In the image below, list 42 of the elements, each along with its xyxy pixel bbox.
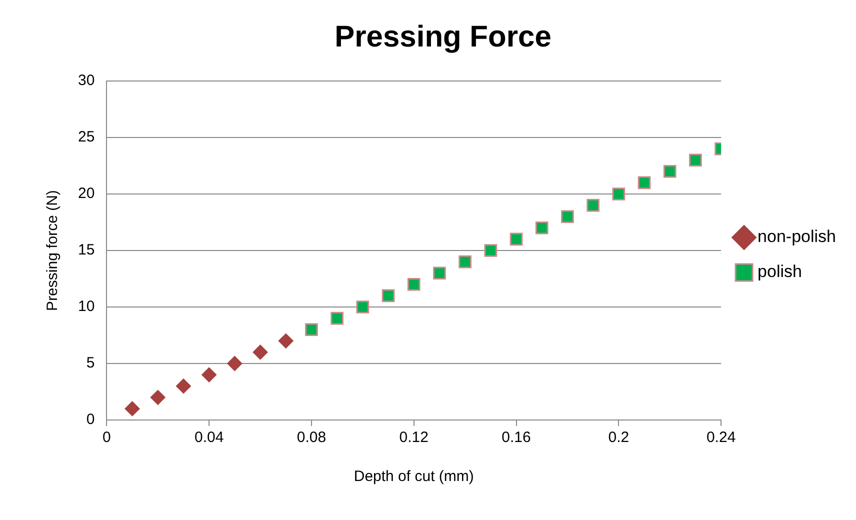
point	[356, 300, 370, 314]
point	[561, 210, 574, 224]
point	[407, 278, 420, 291]
x-tick-label: 0.12	[399, 429, 428, 446]
point	[330, 312, 344, 325]
point	[202, 367, 217, 382]
legend-label: non-polish	[758, 227, 836, 246]
point	[278, 333, 294, 348]
point	[535, 221, 548, 234]
point	[458, 255, 472, 268]
x-tick-label: 0.08	[296, 429, 326, 446]
y-tick-label: 20	[78, 185, 95, 202]
y-tick-label: 25	[78, 128, 95, 146]
chart-title: Pressing Force	[334, 20, 552, 54]
x-axis-title: Depth of cut (mm)	[354, 468, 474, 486]
point	[612, 188, 626, 200]
x-tick-label: 0.16	[502, 429, 531, 446]
point	[252, 344, 268, 360]
point	[227, 356, 242, 371]
point	[638, 176, 651, 190]
y-tick-label: 30	[78, 72, 95, 90]
point	[510, 232, 523, 246]
point	[124, 401, 140, 416]
point	[150, 390, 166, 405]
x-tick-label: 0.04	[194, 429, 224, 446]
point	[663, 164, 676, 178]
y-tick-label: 15	[78, 242, 95, 259]
x-tick-label: 0	[102, 429, 111, 446]
y-tick-label: 10	[78, 298, 95, 316]
y-tick-label: 5	[86, 354, 95, 372]
point	[689, 154, 702, 167]
x-tick-label: 0.2	[608, 429, 630, 446]
y-tick-label: 0	[86, 411, 95, 428]
legend-label: polish	[758, 262, 802, 282]
point	[433, 266, 446, 280]
y-axis-title: Pressing force (N)	[44, 190, 62, 311]
point	[484, 244, 498, 257]
point	[586, 198, 600, 212]
point	[382, 289, 395, 302]
point	[305, 323, 318, 336]
x-tick-label: 0.24	[706, 429, 736, 446]
point	[176, 378, 191, 394]
